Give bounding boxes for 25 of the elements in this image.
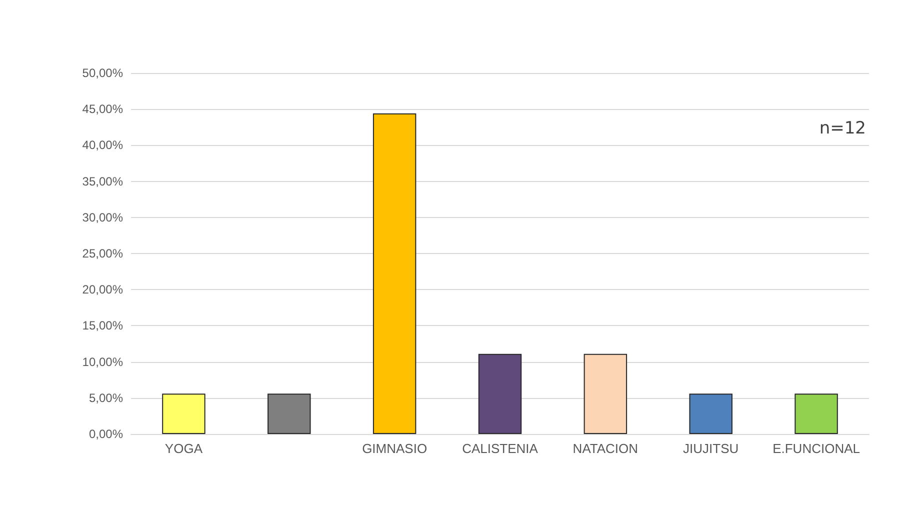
bar	[268, 394, 311, 434]
y-tick-label: 35,00%	[82, 174, 124, 188]
y-tick-label: 5,00%	[88, 390, 124, 405]
y-tick-label: 20,00%	[82, 282, 124, 297]
x-tick-label: CALISTENIA	[462, 441, 538, 456]
bar	[794, 394, 838, 434]
x-tick-label: NATACION	[572, 441, 638, 456]
y-tick-label: 10,00%	[82, 354, 124, 369]
y-tick-label: 50,00%	[82, 66, 124, 80]
y-tick-label: 15,00%	[82, 318, 124, 333]
y-tick-label: 0,00%	[88, 427, 124, 441]
x-tick-label: GIMNASIO	[362, 441, 428, 456]
y-tick-label: 40,00%	[82, 138, 124, 152]
x-tick-label: JIUJITSU	[683, 441, 739, 456]
x-tick-label: E.FUNCIONAL	[772, 441, 860, 456]
x-tick-label: YOGA	[164, 441, 203, 456]
y-tick-label: 45,00%	[82, 102, 124, 116]
annotation: n=12	[819, 118, 866, 138]
bar	[689, 394, 732, 434]
bar	[162, 394, 206, 434]
y-tick-label: 30,00%	[82, 210, 124, 224]
bar	[478, 354, 522, 434]
bar	[584, 354, 628, 434]
y-tick-label: 25,00%	[82, 246, 124, 260]
bar	[372, 113, 416, 434]
